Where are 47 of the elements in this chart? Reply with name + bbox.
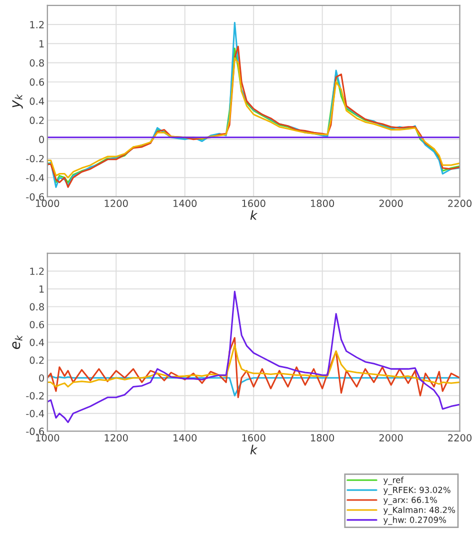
x-tick-label: 1800 [311,434,334,442]
y-tick-label: 1.2 [30,21,44,28]
x-tick-label: 1400 [174,434,197,442]
y-tick-label: -0.4 [26,174,44,182]
x-tick-label: 2000 [379,200,403,208]
legend-label: y_RFEK: 93.02% [383,486,450,495]
x-tick-label: 2200 [448,200,472,208]
x-tick-label: 1600 [242,434,266,442]
y-tick-label: 0.2 [30,116,44,124]
line-series [47,337,460,398]
y-tick-label: 0.4 [30,338,44,346]
x-tick-label: 2200 [448,434,472,442]
y-axis-title: e$_{k}$ [12,335,22,349]
x-tick-label: 1800 [311,200,334,208]
y-axis-title: y$_{k}$ [12,94,23,109]
y-tick-label: -0.2 [26,154,44,162]
y-tick-label: 1 [40,40,44,48]
line-series [47,375,460,396]
line-series [47,290,460,424]
legend-label: y_ref [383,476,404,485]
y-tick-label: 0.8 [30,59,44,67]
y-tick-label: -0.6 [26,193,44,201]
y-tick-label: 1.2 [30,268,44,275]
x-tick-label: 1200 [104,434,128,442]
y-tick-label: 0 [39,374,44,382]
legend-label: y_arx: 66.1% [383,496,438,505]
x-tick-label: 1000 [36,434,60,442]
y-tick-label: 1 [40,286,44,293]
y-tick-label: 0.6 [30,78,44,86]
legend-label: y_hw: 0.2709% [383,516,446,525]
y-tick-label: 0.4 [30,98,44,105]
y-tick-label: -0.6 [26,428,44,436]
y-tick-label: -0.2 [26,392,44,400]
y-tick-label: 0.8 [30,303,44,311]
x-tick-label: 1000 [36,200,60,208]
y-tick-label: 0.6 [30,320,44,328]
x-tick-label: 1600 [242,200,266,208]
y-tick-label: -0.4 [26,410,44,418]
y-tick-label: 0 [39,136,44,144]
x-tick-label: 1400 [174,200,197,208]
legend-label: y_Kalman: 48.2% [383,506,456,515]
x-tick-label: 2000 [379,434,403,442]
y-tick-label: 0.2 [30,356,44,364]
x-axis-title: k [250,444,258,454]
x-tick-label: 1200 [104,200,128,208]
line-series [47,344,460,388]
x-axis-title: k [250,210,258,220]
